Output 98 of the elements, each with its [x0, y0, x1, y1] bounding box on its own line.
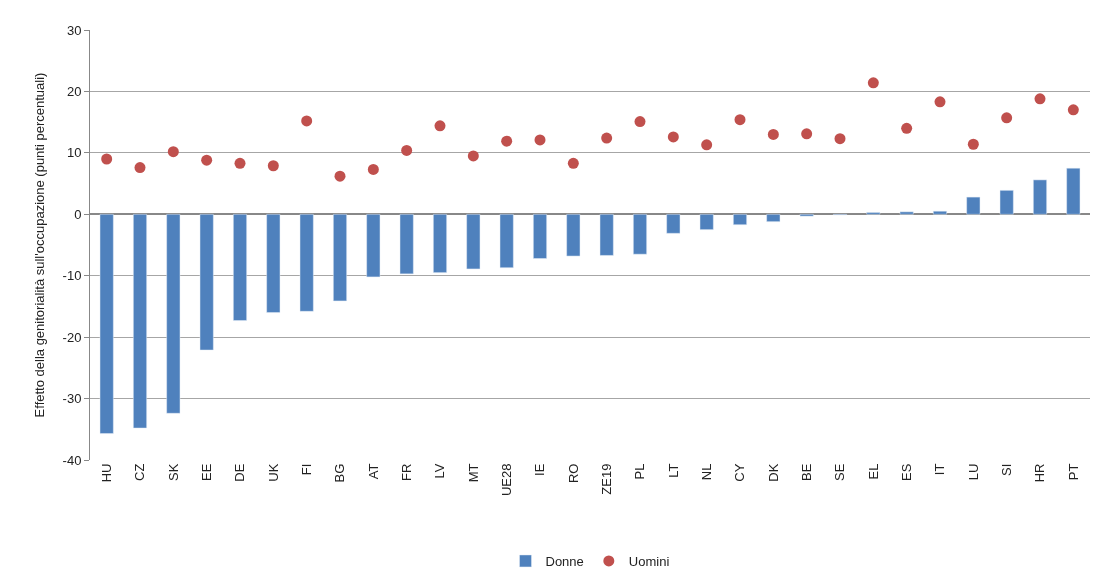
bar [599, 214, 614, 256]
x-tick-label: HU [98, 463, 114, 483]
bar [633, 214, 647, 255]
x-tick-label: LU [965, 463, 981, 481]
point [734, 114, 746, 126]
bar [99, 214, 114, 434]
bar [1033, 179, 1047, 215]
bar [333, 214, 347, 302]
x-tick-label: NL [698, 463, 714, 481]
point [467, 150, 479, 162]
bar [1066, 167, 1081, 215]
bar [133, 214, 147, 429]
bar [966, 196, 981, 215]
bar [666, 214, 681, 234]
legend-label: Uomini [628, 554, 670, 570]
x-tick-label: RO [565, 463, 581, 484]
point [701, 139, 713, 151]
point [501, 135, 513, 147]
y-tick-label: 0 [74, 206, 82, 222]
x-tick-label: AT [365, 463, 381, 480]
x-tick-label: HR [1032, 463, 1048, 483]
y-tick-label: 20 [66, 83, 82, 99]
point [367, 163, 379, 175]
x-tick-label: MT [465, 463, 481, 483]
point [834, 133, 846, 145]
y-tick-label: -40 [62, 452, 82, 468]
x-tick-label: DK [765, 463, 781, 482]
bar [299, 214, 314, 312]
point [601, 132, 613, 144]
x-tick-label: EL [865, 463, 881, 480]
point [101, 153, 113, 165]
point [901, 122, 913, 134]
bar [933, 210, 947, 215]
x-tick-label: IE [532, 463, 548, 476]
point [1034, 93, 1046, 105]
bar [399, 214, 414, 275]
point [767, 128, 779, 140]
point [267, 160, 279, 172]
point [867, 77, 879, 89]
x-tick-label: EE [198, 463, 214, 481]
x-tick-label: CY [732, 463, 748, 482]
y-tick-label: 30 [66, 22, 82, 38]
bar [466, 214, 481, 270]
point [167, 146, 179, 158]
point [201, 154, 213, 166]
y-tick-label: -30 [62, 391, 82, 407]
point [567, 157, 579, 169]
bar [699, 214, 714, 230]
x-tick-label: UK [265, 463, 281, 482]
point [234, 157, 246, 169]
x-tick-label: LT [665, 463, 681, 478]
point [634, 116, 646, 128]
point [434, 120, 446, 132]
x-tick-label: BE [798, 463, 814, 481]
y-tick-label: -20 [62, 329, 82, 345]
x-tick-label: ES [898, 463, 914, 481]
y-axis-title: Effetto della genitorialità sull'occupazione (punti percentuali) [31, 72, 47, 418]
x-tick-label: UE28 [498, 463, 514, 497]
bar [533, 214, 547, 259]
x-tick-label: CZ [132, 463, 148, 481]
point [1067, 104, 1079, 116]
bar [733, 214, 747, 225]
bar [566, 214, 581, 257]
point [967, 138, 979, 150]
x-tick-label: DE [232, 463, 248, 482]
x-tick-label: IT [932, 463, 948, 476]
bar [233, 214, 247, 321]
bar [199, 214, 214, 351]
bar [766, 214, 781, 222]
point [667, 131, 679, 143]
x-tick-label: PL [632, 463, 648, 480]
x-tick-label: FI [298, 463, 314, 476]
x-tick-label: LV [432, 463, 448, 479]
point [534, 134, 546, 146]
point [134, 162, 146, 174]
point [334, 170, 346, 182]
point [934, 96, 946, 108]
x-tick-label: SI [998, 463, 1014, 476]
bar [499, 214, 514, 268]
point [401, 144, 413, 156]
bar [366, 214, 381, 278]
bar [899, 211, 914, 215]
x-tick-label: ZE19 [598, 463, 614, 495]
bar [433, 214, 447, 273]
bar [266, 214, 281, 313]
x-tick-label: SE [832, 463, 848, 481]
bar [999, 190, 1014, 215]
x-tick-label: BG [332, 463, 348, 483]
point [301, 115, 313, 127]
x-tick-label: FR [398, 463, 414, 481]
y-tick-label: 10 [66, 145, 82, 161]
x-tick-label: PT [1065, 463, 1081, 481]
point [801, 128, 813, 140]
point [1001, 112, 1013, 124]
bar [166, 214, 181, 414]
legend-label: Donne [545, 554, 584, 570]
y-tick-label: -10 [62, 268, 82, 284]
x-tick-label: SK [165, 463, 181, 481]
